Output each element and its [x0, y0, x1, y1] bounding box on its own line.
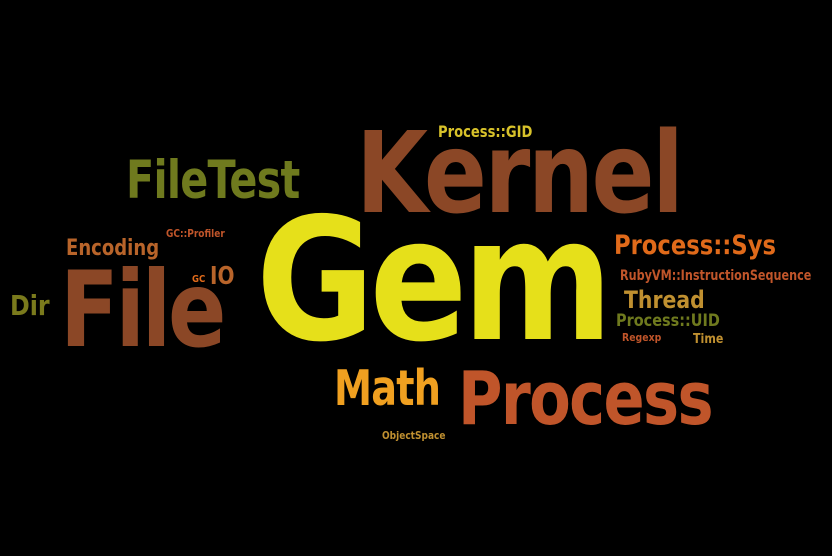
word-process-gid: Process::GID: [438, 122, 533, 141]
word-objectspace: ObjectSpace: [382, 429, 446, 442]
word-dir: Dir: [10, 289, 50, 322]
word-rubyvm-instructionsequence: RubyVM::InstructionSequence: [620, 268, 812, 284]
word-gc: GC: [192, 274, 206, 285]
word-thread: Thread: [624, 286, 705, 314]
word-gc-profiler: GC::Profiler: [166, 227, 225, 240]
word-kernel: Kernel: [356, 109, 684, 239]
word-io: IO: [210, 261, 235, 290]
word-regexp: Regexp: [622, 331, 662, 344]
word-process-sys: Process::Sys: [614, 230, 776, 261]
word-time: Time: [693, 332, 724, 347]
word-encoding: Encoding: [66, 236, 160, 261]
word-process: Process: [458, 356, 714, 442]
word-math: Math: [334, 360, 441, 417]
word-process-uid: Process::UID: [616, 311, 720, 331]
word-filetest: FileTest: [126, 150, 300, 211]
word-file: File: [60, 249, 226, 371]
word-gem: Gem: [256, 182, 613, 380]
